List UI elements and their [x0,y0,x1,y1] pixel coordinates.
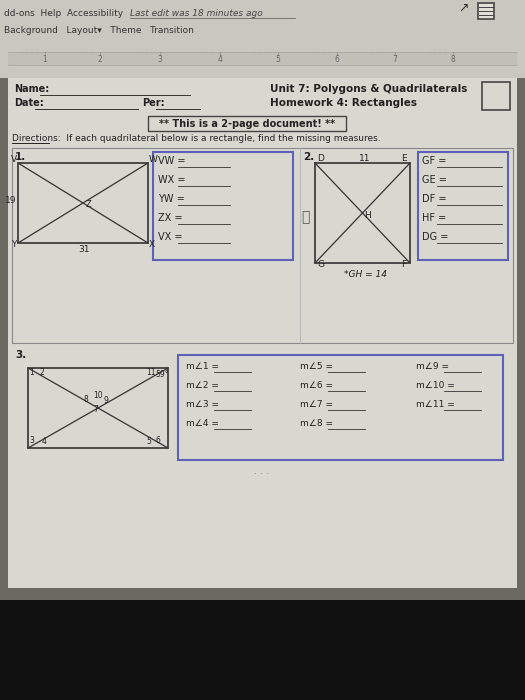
Text: m∠5 =: m∠5 = [300,362,333,371]
Text: Z: Z [86,200,92,209]
Text: 11: 11 [146,368,155,377]
Text: *GH = 14: *GH = 14 [344,270,387,279]
Text: GE =: GE = [422,175,447,185]
Text: 7: 7 [93,405,98,414]
Text: Last edit was 18 minutes ago: Last edit was 18 minutes ago [130,9,262,18]
Text: DF =: DF = [422,194,446,204]
Text: . . .: . . . [255,466,270,476]
Bar [482,82,510,110]
Text: GF =: GF = [422,156,446,166]
Text: m∠10 =: m∠10 = [416,381,455,390]
Text: 5: 5 [146,437,151,446]
Bar [0,600,525,700]
Text: 1: 1 [29,368,34,377]
Text: Homework 4: Rectangles: Homework 4: Rectangles [270,98,417,108]
Text: 3.: 3. [15,350,26,360]
Text: 10: 10 [93,391,102,400]
Text: 6: 6 [155,436,160,445]
Text: W: W [149,155,158,164]
Text: ** This is a 2-page document! **: ** This is a 2-page document! ** [159,119,335,129]
Bar [18,163,148,243]
Text: ⌕: ⌕ [301,210,309,224]
Text: 5: 5 [276,55,280,64]
Bar [12,148,513,343]
Bar [153,152,293,260]
Text: Y: Y [11,240,16,249]
Bar [418,152,508,260]
Text: G: G [317,260,324,269]
Text: 3: 3 [158,55,162,64]
Bar [0,0,525,78]
Text: m∠7 =: m∠7 = [300,400,333,409]
Text: Per:: Per: [142,98,165,108]
Text: 19: 19 [5,196,16,205]
Bar [8,78,517,588]
Text: E: E [401,154,407,163]
Text: 4: 4 [217,55,223,64]
Text: Name:: Name: [14,84,49,94]
Bar [478,3,494,19]
Text: m∠2 =: m∠2 = [186,381,219,390]
Text: V: V [11,155,17,164]
Text: 31: 31 [78,245,89,254]
Text: HF =: HF = [422,213,446,223]
Text: 1.: 1. [15,152,26,162]
Text: m∠4 =: m∠4 = [186,419,219,428]
Text: ↗: ↗ [458,2,468,15]
Text: Date:: Date: [14,98,44,108]
Text: m∠6 =: m∠6 = [300,381,333,390]
Text: Background   Layout▾   Theme   Transition: Background Layout▾ Theme Transition [4,26,194,35]
Text: 2.: 2. [303,152,314,162]
Text: Unit 7: Polygons & Quadrilaterals: Unit 7: Polygons & Quadrilaterals [270,84,467,94]
Text: m∠1 =: m∠1 = [186,362,219,371]
Text: m∠9 =: m∠9 = [416,362,449,371]
Text: 59°: 59° [155,370,169,379]
Text: ZX =: ZX = [158,213,183,223]
Text: Directions:  If each quadrilateral below is a rectangle, find the missing measur: Directions: If each quadrilateral below … [12,134,381,143]
Text: DG =: DG = [422,232,448,242]
Text: dd-ons  Help  Accessibility: dd-ons Help Accessibility [4,9,123,18]
Text: VW =: VW = [158,156,185,166]
Text: 1: 1 [43,55,47,64]
Bar [178,355,503,460]
Text: 4: 4 [42,437,47,446]
Text: 6: 6 [334,55,340,64]
Text: VX =: VX = [158,232,183,242]
Text: 11: 11 [359,154,371,163]
Text: 7: 7 [393,55,397,64]
Text: H: H [364,211,371,220]
Text: D: D [317,154,324,163]
Text: F: F [401,260,406,269]
Text: m∠3 =: m∠3 = [186,400,219,409]
Text: 2: 2 [98,55,102,64]
Text: m∠8 =: m∠8 = [300,419,333,428]
Text: 8: 8 [84,395,89,404]
Bar [148,116,346,131]
Text: 2: 2 [40,368,45,377]
Text: 9: 9 [103,396,108,405]
Text: 3: 3 [29,436,34,445]
Bar [28,368,168,448]
Text: X: X [149,240,155,249]
Text: YW =: YW = [158,194,185,204]
Bar [8,52,517,65]
Text: 8: 8 [450,55,455,64]
Text: m∠11 =: m∠11 = [416,400,455,409]
Text: WX =: WX = [158,175,185,185]
Bar [315,163,410,263]
